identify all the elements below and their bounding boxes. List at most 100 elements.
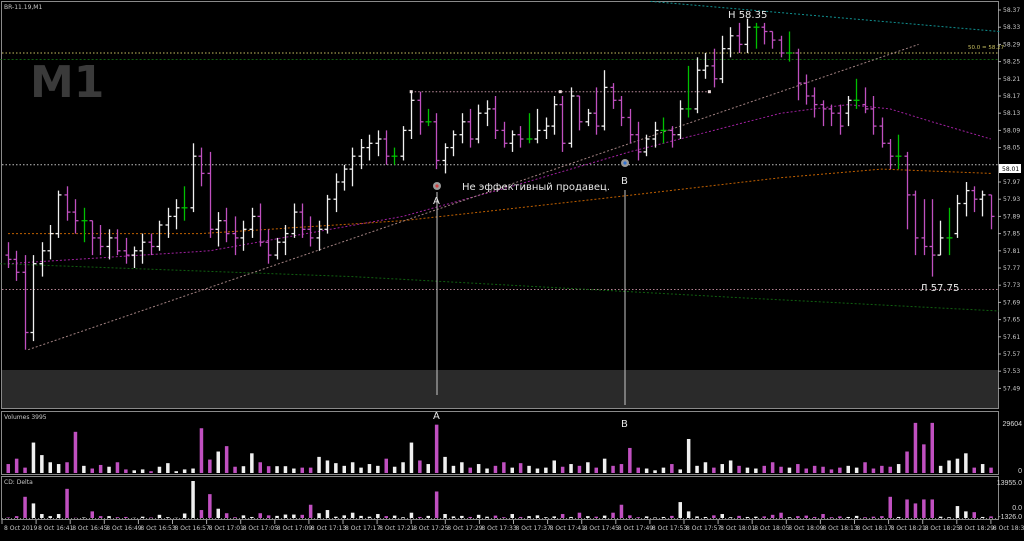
price-bar (207, 151, 214, 238)
price-bar (417, 91, 424, 135)
price-bar (223, 207, 230, 243)
price-axis[interactable]: 58.37 58.33 58.29 58.25 58.21 58.17 58.13 58.09… (998, 7, 1020, 392)
delta-bar (896, 516, 901, 518)
volume-bar (460, 462, 464, 473)
volume-bar (661, 467, 666, 473)
price-bar (249, 207, 256, 238)
time-tick-label: 8 Oct 17:25 (413, 525, 448, 532)
price-bar (954, 194, 961, 238)
price-bar (627, 108, 634, 144)
volume-bar (350, 462, 355, 473)
delta-bar (199, 510, 204, 518)
delta-bar (552, 516, 556, 518)
volume-bar (653, 470, 657, 473)
price-bar (702, 53, 709, 79)
time-axis[interactable]: 8 Oct 2019 8 Oct 16:418 Oct 16:458 Oct 16… (1, 520, 1024, 532)
delta-bar (6, 517, 10, 518)
delta-bar (401, 517, 405, 518)
time-tick-label: 8 Oct 17:57 (686, 525, 721, 532)
delta-bars (2, 481, 998, 519)
delta-bar (409, 512, 414, 518)
time-tick-label: 8 Oct 17:49 (618, 525, 653, 532)
volume-axis-zero: 0 (1018, 468, 1022, 475)
main-pane-frame (1, 1, 999, 409)
delta-bar (628, 515, 632, 518)
delta-bar (854, 515, 859, 518)
price-tick-label: 57.85 (1003, 231, 1020, 238)
delta-bar (56, 514, 61, 518)
time-tick-label: 8 Oct 18:25 (925, 525, 960, 532)
label-b-top: B (621, 176, 628, 187)
indicator-line-2 (0, 263, 1000, 312)
price-bar (979, 190, 986, 217)
volume-bar (359, 467, 363, 473)
delta-bar (90, 511, 94, 518)
delta-bar (115, 517, 120, 518)
volume-bar (594, 467, 598, 473)
time-tick-label: 8 Oct 18:09 (788, 525, 823, 532)
volume-bar (317, 456, 321, 473)
volume-bar (283, 466, 288, 473)
price-bar (879, 117, 886, 148)
delta-bar (703, 516, 708, 518)
volume-bar (569, 464, 573, 473)
price-tick-label: 58.33 (1003, 24, 1020, 31)
delta-axis-max: 13955.0 (997, 480, 1022, 487)
price-bar (39, 242, 46, 277)
price-bar (543, 117, 550, 139)
delta-bar (359, 515, 363, 518)
marker-a-icon[interactable] (433, 182, 441, 190)
delta-bar (443, 514, 447, 518)
volume-bar (401, 462, 405, 473)
price-bar (669, 126, 676, 148)
price-tick-label: 57.89 (1003, 213, 1020, 220)
volume-bar (409, 442, 414, 473)
price-bar (341, 164, 348, 191)
time-tick-label: 8 Oct 17:29 (447, 525, 482, 532)
price-bar (358, 139, 365, 170)
volume-bar (922, 444, 926, 473)
label-a-top: A (433, 196, 440, 207)
price-bar (601, 70, 608, 131)
volume-bar (6, 464, 10, 473)
price-tick-label: 58.13 (1003, 110, 1020, 117)
price-bar (526, 113, 533, 144)
delta-bar (48, 516, 52, 518)
price-tick-label: 57.65 (1003, 317, 1020, 324)
delta-bar (611, 512, 615, 518)
marker-b-icon[interactable] (621, 159, 629, 167)
volume-bar (745, 467, 750, 473)
delta-bar (208, 494, 212, 518)
price-bar (719, 35, 726, 84)
price-bar (433, 113, 440, 170)
price-bar (408, 91, 415, 139)
volume-bar (384, 458, 388, 473)
price-bar (391, 147, 398, 165)
volume-bar (602, 458, 607, 473)
delta-bar (426, 515, 430, 518)
price-bar (820, 100, 827, 127)
price-bar (114, 229, 121, 256)
volume-bar (157, 466, 162, 473)
volume-bar (132, 470, 136, 473)
price-bar (5, 242, 12, 268)
time-tick-label: 8 Oct 2019 (4, 525, 37, 532)
delta-bar (140, 516, 145, 518)
time-tick-label: 8 Oct 17:13 (311, 525, 346, 532)
volume-bar (510, 467, 514, 473)
delta-bar (947, 517, 951, 518)
price-bar (517, 126, 524, 148)
delta-axis-min: -1326.0 (998, 514, 1022, 521)
volume-bar (947, 460, 951, 473)
volume-bar (23, 467, 27, 473)
delta-bar (661, 516, 666, 518)
delta-bar (376, 514, 380, 518)
volume-bar (737, 465, 741, 473)
volume-bar (149, 471, 153, 473)
price-bar (946, 207, 953, 256)
overlay-lines (0, 0, 1000, 351)
price-bar (845, 96, 852, 127)
volume-bar (434, 424, 439, 473)
price-bar (349, 147, 356, 187)
price-bar (442, 143, 449, 174)
